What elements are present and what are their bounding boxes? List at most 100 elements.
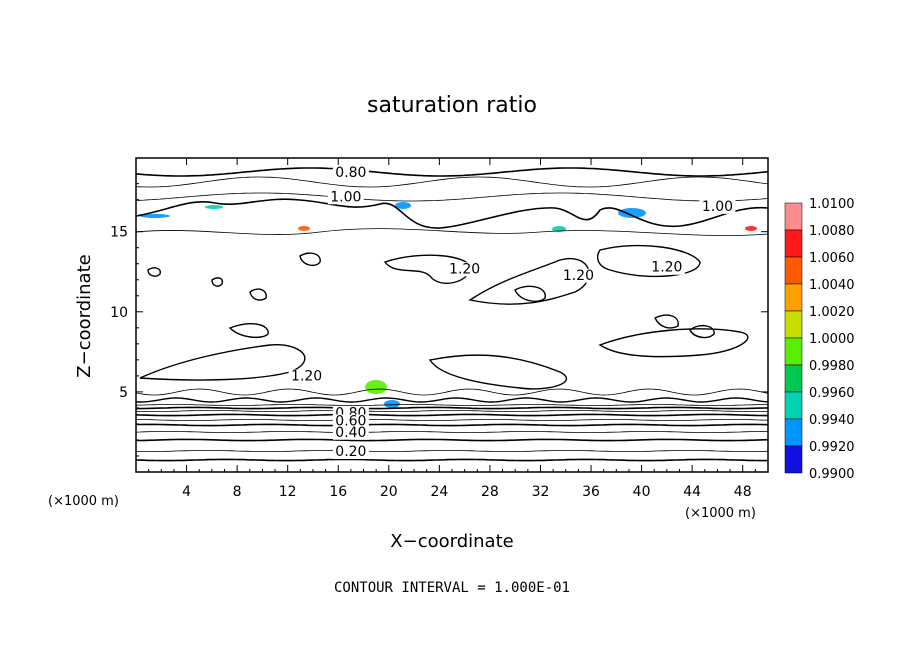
y-tick-label: 15 — [110, 225, 128, 241]
colorbar-swatch — [784, 310, 803, 339]
contour-label: 1.20 — [449, 261, 480, 277]
contour-label: 0.20 — [335, 444, 366, 460]
colorbar-swatch — [784, 202, 803, 231]
colorbar-level: 0.9940 — [809, 413, 855, 428]
upper-contour — [135, 176, 769, 188]
contour-blob — [689, 324, 715, 339]
shaded-patch — [140, 214, 170, 218]
colorbar-level: 0.9960 — [809, 386, 855, 401]
contour-blob — [383, 254, 471, 285]
colorbar-swatch — [784, 283, 803, 312]
lower-layer-contour — [135, 413, 768, 417]
x-unit-right: (×1000 m) — [685, 506, 756, 521]
contour-label: 0.40 — [335, 425, 366, 441]
x-tick-label: 36 — [582, 484, 600, 500]
x-tick-label: 12 — [279, 484, 297, 500]
contour-label: 0.60 — [335, 414, 366, 430]
shaded-patch — [745, 226, 757, 231]
contour-lines — [135, 167, 769, 462]
contour-label-bg — [332, 444, 369, 459]
lower-layer-contour — [135, 450, 769, 452]
upper-contour — [135, 192, 769, 202]
colorbar-swatch — [784, 391, 803, 420]
x-tick-label: 48 — [734, 484, 752, 500]
saturation-band-contour — [135, 198, 769, 229]
colorbar-level: 0.9900 — [809, 467, 855, 482]
colorbar-level: 1.0060 — [809, 251, 855, 266]
contour-label: 1.20 — [563, 268, 594, 284]
chart-title: saturation ratio — [367, 93, 537, 118]
colorbar-swatch — [784, 445, 803, 474]
x-tick-label: 28 — [481, 484, 499, 500]
contour-label: 1.00 — [702, 199, 733, 215]
x-tick-label: 4 — [182, 484, 191, 500]
contour-label-bg — [560, 268, 597, 283]
y-tick-label: 10 — [110, 305, 128, 321]
colorbar-level: 0.9920 — [809, 440, 855, 455]
contour-blob — [598, 328, 749, 358]
near-surface-contour — [135, 388, 769, 396]
colorbar-swatch — [784, 337, 803, 366]
colorbar-swatch — [784, 256, 803, 285]
contour-blob — [139, 344, 306, 381]
contour-label-bg — [699, 199, 736, 214]
shaded-patch — [384, 400, 400, 408]
contour-label: 1.00 — [330, 189, 361, 205]
near-surface-contour — [135, 397, 769, 403]
y-axis-label: Z−coordinate — [74, 254, 95, 377]
colorbar-level: 1.0020 — [809, 305, 855, 320]
contour-label: 1.20 — [651, 260, 682, 276]
x-axis-ticks: 4 8 12 16 20 24 28 32 36 40 44 48 — [148, 158, 756, 500]
x-tick-label: 8 — [233, 484, 242, 500]
colorbar-level: 0.9980 — [809, 359, 855, 374]
lower-layer-contour — [135, 458, 768, 462]
lower-layer-contour — [135, 431, 768, 433]
x-tick-label: 16 — [329, 484, 347, 500]
contour-label-bg — [288, 369, 325, 384]
x-tick-label: 32 — [532, 484, 550, 500]
contour-label: 1.20 — [291, 369, 322, 385]
contour-blob — [228, 323, 269, 339]
y-axis-ticks: 5 10 15 — [110, 183, 768, 457]
shaded-patch — [298, 226, 310, 231]
colorbar-level: 1.0100 — [809, 197, 855, 212]
x-tick-label: 44 — [683, 484, 701, 500]
colorbar-swatch — [784, 418, 803, 447]
upper-contour — [135, 167, 769, 177]
y-tick-label: 5 — [119, 385, 128, 401]
x-unit-left: (×1000 m) — [48, 494, 119, 509]
shaded-patch — [618, 208, 646, 218]
colorbar-swatch — [784, 229, 803, 258]
band-contour — [135, 228, 769, 236]
x-tick-label: 20 — [380, 484, 398, 500]
colorbar-swatch — [784, 364, 803, 393]
contour-blob — [514, 285, 546, 302]
contour-interval-note: CONTOUR INTERVAL = 1.000E-01 — [334, 580, 570, 596]
lower-layer-contour — [135, 404, 769, 406]
lower-layer-contour — [135, 410, 769, 412]
contour-label-bg — [332, 166, 369, 181]
contour-blob — [428, 354, 568, 390]
contour-label-bg — [332, 414, 369, 429]
x-axis-label: X−coordinate — [390, 531, 513, 552]
shaded-patch — [365, 380, 387, 394]
contour-label-bg — [332, 425, 369, 440]
contour-blob — [147, 267, 161, 277]
contour-labels: 0.801.001.001.20 1.201.201.200.800.600.40… — [288, 165, 736, 460]
lower-layer-contour — [135, 419, 769, 421]
shaded-patch — [205, 205, 223, 209]
contour-label-bg — [648, 260, 685, 275]
contour-blob — [654, 314, 679, 329]
shaded-patch — [395, 202, 411, 209]
contour-label: 0.80 — [335, 165, 366, 181]
contour-label-bg — [327, 190, 364, 205]
x-tick-label: 40 — [633, 484, 651, 500]
x-tick-label: 24 — [430, 484, 448, 500]
contour-blob — [299, 252, 321, 267]
colorbar-level: 1.0040 — [809, 278, 855, 293]
colorbar-level: 1.0080 — [809, 224, 855, 239]
contour-label-bg — [446, 262, 483, 277]
colorbar: 1.0100 1.0080 1.0060 1.0040 1.0020 1.0000 0.99… — [784, 197, 855, 482]
contour-blob — [211, 277, 224, 287]
